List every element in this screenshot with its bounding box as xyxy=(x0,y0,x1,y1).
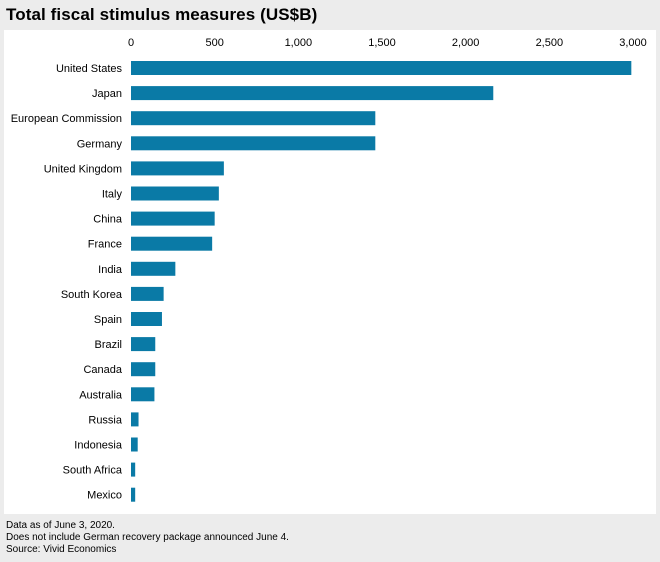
category-label: United States xyxy=(56,63,123,75)
x-tick-label: 1,500 xyxy=(368,37,396,49)
bar-india xyxy=(131,261,176,276)
x-tick-label: 2,500 xyxy=(536,37,564,49)
x-tick-label: 500 xyxy=(205,37,223,49)
category-label: Brazil xyxy=(94,339,122,351)
x-tick-label: 1,000 xyxy=(285,37,313,49)
category-label: Germany xyxy=(77,138,123,150)
footnote-data-date: Data as of June 3, 2020. xyxy=(6,520,115,531)
bar-germany xyxy=(131,136,376,151)
bar-france xyxy=(131,236,213,251)
bar-united-kingdom xyxy=(131,161,224,176)
category-label: Japan xyxy=(92,88,122,100)
footnotes: Data as of June 3, 2020. Does not includ… xyxy=(6,520,289,556)
x-tick-label: 0 xyxy=(128,37,134,49)
x-tick-label: 2,000 xyxy=(452,37,480,49)
bar-united-states xyxy=(131,61,632,75)
bar-mexico xyxy=(131,487,136,502)
category-label: European Commission xyxy=(11,113,122,125)
bar-spain xyxy=(131,312,162,326)
x-tick-label: 3,000 xyxy=(619,37,647,49)
category-label: France xyxy=(88,239,122,251)
category-label: Australia xyxy=(79,389,123,401)
bar-south-africa xyxy=(131,462,136,477)
bar-south-korea xyxy=(131,286,164,301)
category-label: Canada xyxy=(83,364,122,376)
category-label: Italy xyxy=(102,189,123,201)
chart-title: Total fiscal stimulus measures (US$B) xyxy=(6,5,318,24)
category-label: India xyxy=(98,264,123,276)
bar-brazil xyxy=(131,337,156,352)
footnote-exclusion: Does not include German recovery package… xyxy=(6,532,289,543)
bar-japan xyxy=(131,86,494,101)
bar-russia xyxy=(131,412,139,427)
bar-canada xyxy=(131,362,156,377)
category-label: Indonesia xyxy=(74,440,123,452)
chart-plot-area: 0 500 1,000 1,500 2,000 2,500 3,000 United Stat… xyxy=(4,30,656,514)
category-label: Spain xyxy=(94,314,122,326)
bar-european-commission xyxy=(131,111,376,126)
footnote-source: Source: Vivid Economics xyxy=(6,544,117,555)
bar-china xyxy=(131,211,215,226)
bar-australia xyxy=(131,387,155,402)
bar-chart: 0 500 1,000 1,500 2,000 2,500 3,000 United Stat… xyxy=(11,37,647,502)
category-label: South Korea xyxy=(61,289,123,301)
bar-indonesia xyxy=(131,437,138,452)
bar-italy xyxy=(131,186,219,201)
category-label: United Kingdom xyxy=(44,163,122,175)
category-label: South Africa xyxy=(63,465,123,477)
category-label: Mexico xyxy=(87,490,122,502)
category-label: China xyxy=(93,214,123,226)
category-label: Russia xyxy=(88,414,123,426)
